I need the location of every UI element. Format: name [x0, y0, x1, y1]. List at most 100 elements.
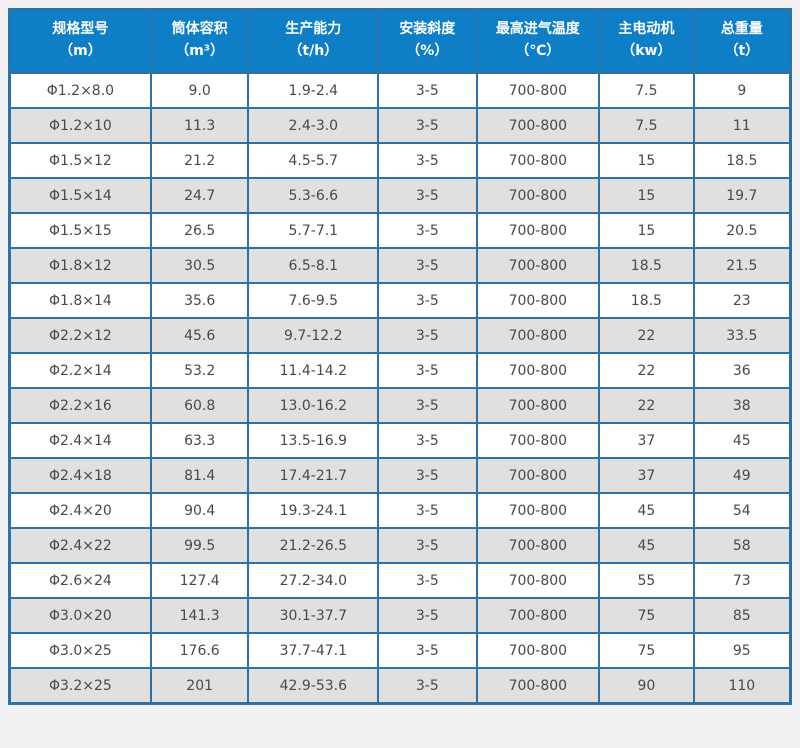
table-cell: Φ2.2×14 [8, 352, 152, 389]
table-cell: 30.1-37.7 [247, 597, 380, 634]
table-cell: 21.2-26.5 [247, 527, 380, 564]
table-cell: 700-800 [475, 562, 601, 599]
table-cell: 700-800 [475, 142, 601, 179]
table-cell: Φ2.4×14 [8, 422, 152, 459]
table-row: Φ3.0×20 141.3 30.1-37.7 3-5 700-800 75 85 [8, 597, 792, 634]
column-header: 安装斜度 （%） [377, 8, 478, 74]
table-cell: 63.3 [149, 422, 250, 459]
table-cell: 55 [598, 562, 695, 599]
table-cell: 3-5 [377, 282, 478, 319]
table-cell: 3-5 [377, 457, 478, 494]
table-cell: 21.5 [692, 247, 792, 284]
table-cell: 5.3-6.6 [247, 177, 380, 214]
table-row: Φ1.2×8.0 9.0 1.9-2.4 3-5 700-800 7.5 9 [8, 71, 792, 109]
table-row: Φ2.2×14 53.2 11.4-14.2 3-5 700-800 22 36 [8, 352, 792, 389]
table-cell: 700-800 [475, 492, 601, 529]
table-cell: 3-5 [377, 422, 478, 459]
table-cell: 22 [598, 352, 695, 389]
table-cell: 700-800 [475, 422, 601, 459]
table-cell: 3-5 [377, 562, 478, 599]
table-cell: 15 [598, 177, 695, 214]
table-cell: 58 [692, 527, 792, 564]
table-cell: 33.5 [692, 317, 792, 354]
table-cell: 36 [692, 352, 792, 389]
table-cell: 60.8 [149, 387, 250, 424]
table-cell: 30.5 [149, 247, 250, 284]
column-title: 筒体容积 [171, 21, 228, 38]
table-cell: 20.5 [692, 212, 792, 249]
table-cell: 176.6 [149, 632, 250, 669]
table-cell: 3-5 [377, 632, 478, 669]
table-cell: 700-800 [475, 107, 601, 144]
table-cell: 700-800 [475, 282, 601, 319]
table-cell: 22 [598, 387, 695, 424]
table-cell: Φ3.2×25 [8, 667, 152, 705]
table-cell: 3-5 [377, 492, 478, 529]
table-cell: Φ1.8×12 [8, 247, 152, 284]
table-cell: 1.9-2.4 [247, 71, 380, 109]
column-header: 规格型号 （m） [8, 8, 152, 74]
table-cell: 75 [598, 597, 695, 634]
column-unit: （m） [59, 43, 102, 59]
table-cell: 18.5 [692, 142, 792, 179]
table-row: Φ3.0×25 176.6 37.7-47.1 3-5 700-800 75 95 [8, 632, 792, 669]
table-cell: Φ1.2×8.0 [8, 71, 152, 109]
table-cell: 11 [692, 107, 792, 144]
table-cell: 700-800 [475, 212, 601, 249]
column-title: 安装斜度 [399, 21, 456, 38]
table-cell: 37 [598, 457, 695, 494]
column-unit: （t/h） [288, 43, 339, 59]
table-cell: 700-800 [475, 597, 601, 634]
column-title: 最高进气温度 [495, 21, 580, 38]
table-cell: 53.2 [149, 352, 250, 389]
table-row: Φ1.2×10 11.3 2.4-3.0 3-5 700-800 7.5 11 [8, 107, 792, 144]
table-row: Φ3.2×25 201 42.9-53.6 3-5 700-800 90 110 [8, 667, 792, 705]
table-row: Φ2.2×16 60.8 13.0-16.2 3-5 700-800 22 38 [8, 387, 792, 424]
table-cell: 3-5 [377, 177, 478, 214]
table-cell: 3-5 [377, 387, 478, 424]
table-row: Φ2.6×24 127.4 27.2-34.0 3-5 700-800 55 73 [8, 562, 792, 599]
table-cell: 13.5-16.9 [247, 422, 380, 459]
page: 规格型号 （m） 筒体容积 （m³） 生产能力 （t/h） 安装斜度 （%） 最高进气温度 （℃）… [8, 8, 792, 705]
table-cell: 18.5 [598, 282, 695, 319]
column-title: 规格型号 [52, 21, 109, 38]
table-cell: 85 [692, 597, 792, 634]
table-cell: 6.5-8.1 [247, 247, 380, 284]
table-cell: 35.6 [149, 282, 250, 319]
table-cell: 38 [692, 387, 792, 424]
table-cell: Φ1.8×14 [8, 282, 152, 319]
column-header: 总重量 （t） [692, 8, 792, 74]
table-cell: 18.5 [598, 247, 695, 284]
column-unit: （%） [406, 43, 449, 59]
table-cell: Φ1.5×15 [8, 212, 152, 249]
table-cell: 37.7-47.1 [247, 632, 380, 669]
column-unit: （m³） [175, 43, 225, 59]
table-cell: 27.2-34.0 [247, 562, 380, 599]
table-cell: 700-800 [475, 247, 601, 284]
table-cell: 24.7 [149, 177, 250, 214]
table-cell: Φ1.5×12 [8, 142, 152, 179]
table-cell: Φ2.2×12 [8, 317, 152, 354]
table-cell: Φ3.0×20 [8, 597, 152, 634]
table-cell: 700-800 [475, 317, 601, 354]
table-cell: 95 [692, 632, 792, 669]
table-body: Φ1.2×8.0 9.0 1.9-2.4 3-5 700-800 7.5 9 Φ1.2×10 1… [8, 71, 792, 705]
column-header: 主电动机 （kw） [598, 8, 695, 74]
table-row: Φ2.4×14 63.3 13.5-16.9 3-5 700-800 37 45 [8, 422, 792, 459]
table-cell: 75 [598, 632, 695, 669]
table-cell: 3-5 [377, 597, 478, 634]
header-row: 规格型号 （m） 筒体容积 （m³） 生产能力 （t/h） 安装斜度 （%） 最高进气温度 （℃）… [8, 8, 792, 74]
column-unit: （t） [724, 43, 760, 59]
table-cell: 49 [692, 457, 792, 494]
table-cell: Φ2.4×20 [8, 492, 152, 529]
table-header: 规格型号 （m） 筒体容积 （m³） 生产能力 （t/h） 安装斜度 （%） 最高进气温度 （℃）… [8, 8, 792, 74]
column-header: 筒体容积 （m³） [149, 8, 250, 74]
table-cell: 15 [598, 142, 695, 179]
table-cell: 3-5 [377, 317, 478, 354]
table-cell: Φ2.4×18 [8, 457, 152, 494]
table-cell: 3-5 [377, 352, 478, 389]
table-cell: 9.7-12.2 [247, 317, 380, 354]
table-cell: Φ2.4×22 [8, 527, 152, 564]
table-cell: 17.4-21.7 [247, 457, 380, 494]
table-cell: 15 [598, 212, 695, 249]
